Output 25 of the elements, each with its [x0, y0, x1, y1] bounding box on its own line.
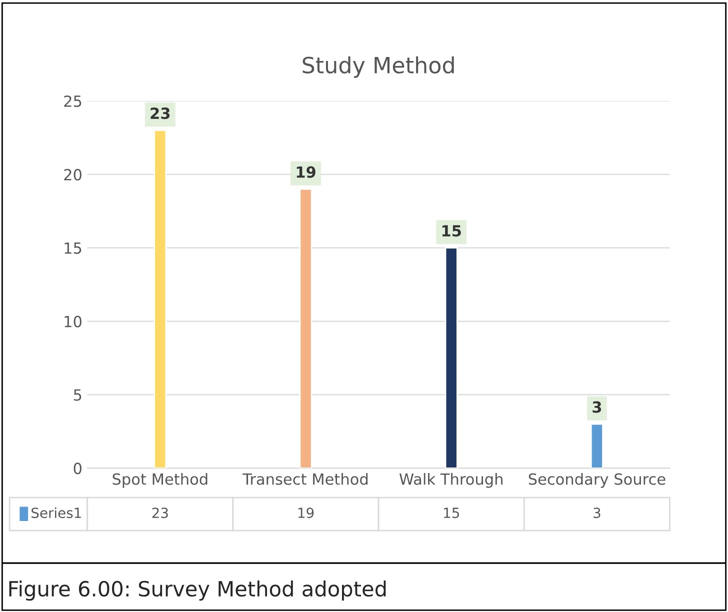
y-tick-label: 10: [64, 316, 82, 328]
x-tick-label: Walk Through: [399, 473, 502, 488]
bar: [154, 130, 167, 468]
annotation: 23: [150, 108, 170, 120]
x-tick-label: Secondary Source: [528, 473, 666, 488]
y-tick-label: 0: [74, 462, 82, 474]
bar: [590, 423, 604, 468]
y-tick-label: 5: [74, 389, 82, 401]
y-tick-label: 20: [64, 168, 82, 180]
annotation: 15: [442, 225, 461, 237]
bar: [299, 188, 312, 468]
data-label: 3: [594, 508, 600, 518]
y-tick-label: 25: [64, 95, 82, 107]
annotation: 3: [592, 401, 602, 413]
caption: Figure 6.00: Survey Method adopted: [9, 580, 386, 601]
data-label: 19: [298, 508, 314, 518]
x-tick-label: Spot Method: [112, 473, 208, 488]
data-label: 15: [444, 508, 459, 518]
bar: [444, 247, 458, 468]
x-tick-label: Transect Method: [242, 473, 368, 485]
y-tick-label: 15: [64, 242, 82, 254]
chart-title: Study Method: [302, 56, 454, 78]
data-label: 23: [152, 508, 168, 518]
annotation: 19: [296, 166, 316, 178]
legend-label: Series1: [32, 507, 81, 518]
